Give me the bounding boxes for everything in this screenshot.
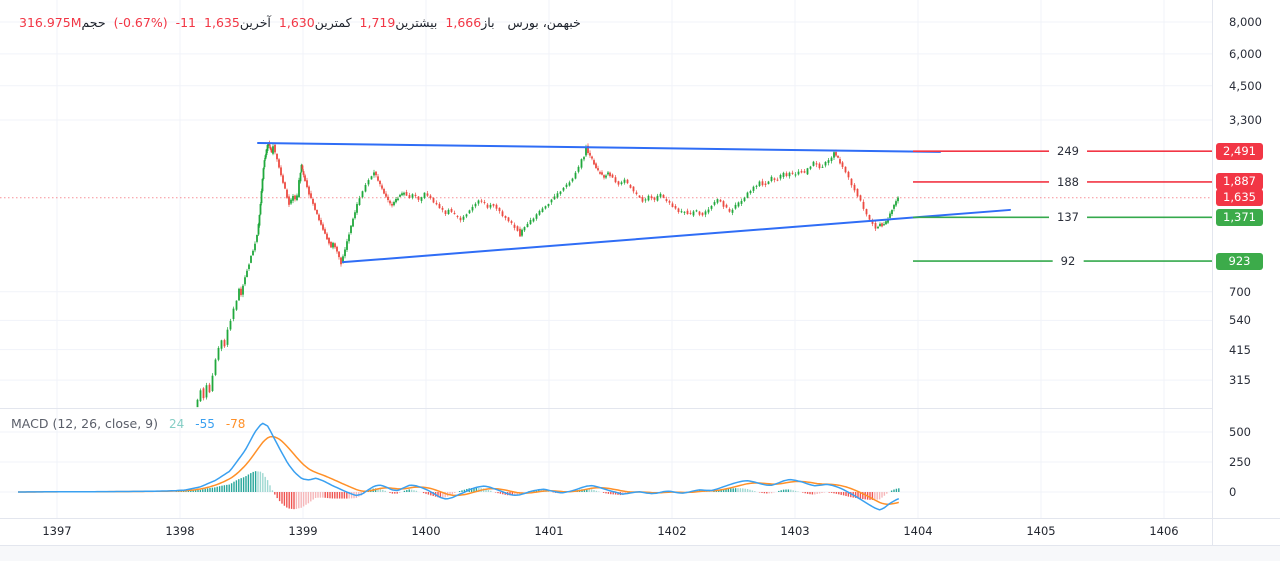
price-level-badge: 923 [1216, 252, 1263, 270]
price-tick-label: 4,500 [1229, 78, 1262, 93]
field-value: 316.975M [19, 15, 82, 30]
price-level-badge: 2,491 [1216, 142, 1263, 160]
trendline-drawings[interactable] [257, 141, 1011, 264]
level-label[interactable]: 92 [1052, 254, 1084, 269]
level-lines[interactable] [913, 150, 1212, 262]
level-label[interactable]: 188 [1049, 174, 1087, 189]
price-level-badge: 1,887 [1216, 173, 1263, 191]
field-value: 1,630 [278, 15, 315, 30]
macd-tick-label: 0 [1229, 485, 1237, 499]
macd-line-value: -55 [195, 417, 215, 431]
macd-hist-value: 24 [168, 417, 185, 431]
price-tick-label: 3,300 [1229, 113, 1262, 127]
macd-tick-label: 500 [1229, 425, 1251, 439]
price-tick-label: 540 [1229, 313, 1251, 328]
field-label: کمترین [314, 15, 352, 30]
last-price-badge: 1,635 [1216, 189, 1263, 207]
year-tick-label: 1405 [1026, 524, 1056, 538]
field-value: 1,635 [204, 15, 240, 30]
year-tick-label: 1401 [534, 524, 564, 538]
ohlc-fields: باز1,666بیشترین1,719کمترین1,630آخرین1,63… [11, 15, 495, 30]
year-tick-label: 1402 [657, 524, 687, 538]
ohlc-field: (-0.67%) [113, 15, 168, 30]
macd-signal-value: -78 [225, 417, 246, 431]
ohlc-field: بیشترین1,719 [359, 15, 438, 30]
candles-series [196, 140, 899, 408]
year-tick-label: 1404 [903, 524, 933, 538]
field-value: 1,719 [359, 15, 396, 30]
year-tick-label: 1403 [780, 524, 810, 538]
year-tick-label: 1399 [288, 524, 318, 538]
price-axis[interactable] [1212, 0, 1280, 545]
year-tick-label: 1406 [1149, 524, 1179, 538]
macd-tick-label: 250 [1229, 455, 1251, 469]
price-tick-label: 8,000 [1229, 15, 1262, 29]
grid [0, 0, 1212, 518]
field-label: باز [481, 15, 495, 30]
field-label: حجم [81, 15, 106, 30]
level-label[interactable]: 249 [1049, 144, 1087, 159]
ohlc-field: باز1,666 [444, 15, 494, 30]
price-tick-label: 415 [1229, 342, 1251, 357]
field-value: -11 [175, 15, 197, 30]
price-tick-label: 315 [1229, 373, 1251, 388]
ohlc-field: -11 [175, 15, 196, 30]
year-tick-label: 1400 [411, 524, 441, 538]
ohlc-field: حجم316.975M [18, 15, 106, 30]
macd-title: MACD (12, 26, close, 9) [11, 416, 158, 431]
field-value: 1,666 [445, 15, 482, 30]
ohlc-field: کمترین1,630 [278, 15, 352, 30]
ohlc-field: آخرین1,635 [203, 15, 271, 30]
price-level-badge: 1,371 [1216, 208, 1263, 226]
level-label[interactable]: 137 [1049, 210, 1087, 225]
symbol-legend: خبهمن، بورس باز1,666بیشترین1,719کمترین1,… [11, 15, 581, 30]
year-tick-label: 1398 [165, 524, 195, 538]
time-axis[interactable] [0, 519, 1212, 545]
field-value: (-0.67%) [113, 15, 168, 30]
price-tick-label: 700 [1229, 284, 1251, 299]
price-tick-label: 6,000 [1229, 46, 1262, 61]
macd-legend[interactable]: MACD (12, 26, close, 9) 24 -55 -78 [11, 416, 245, 431]
field-label: آخرین [239, 15, 271, 30]
symbol-title[interactable]: خبهمن، بورس [507, 15, 581, 30]
macd-line [18, 422, 900, 511]
year-tick-label: 1397 [42, 524, 72, 538]
field-label: بیشترین [395, 15, 438, 30]
